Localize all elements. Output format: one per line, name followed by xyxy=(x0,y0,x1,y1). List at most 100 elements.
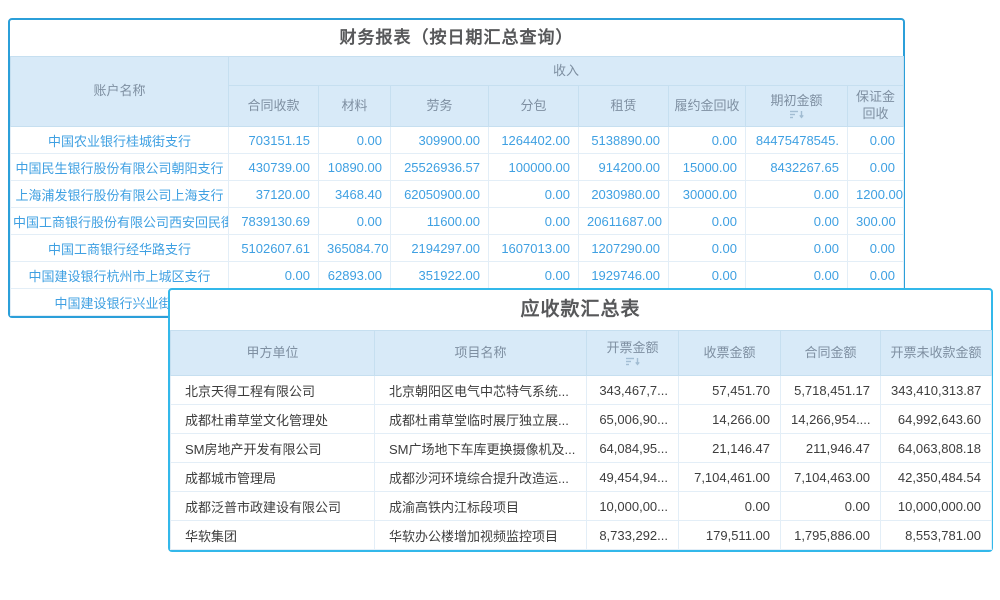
table-cell: 64,992,643.60 xyxy=(880,404,992,434)
table-cell: 84475478545. xyxy=(745,126,848,154)
table-cell: 0.00 xyxy=(846,234,905,262)
column-header-project-name: 项目名称 xyxy=(374,330,587,376)
table-cell: 2194297.00 xyxy=(390,234,489,262)
table-row: 成都城市管理局 成都沙河环境综合提升改造运... 49,454,94... 7,… xyxy=(170,462,992,492)
table-cell: 3468.40 xyxy=(318,180,391,208)
header-sub-row: 合同收款 材料 劳务 分包 租赁 履约金回收 期初金额 xyxy=(11,85,905,127)
account-name-cell: 中国农业银行桂城街支行 xyxy=(10,126,229,154)
project-name-cell: 华软办公楼增加视频监控项目 xyxy=(374,520,587,550)
table-cell: 0.00 xyxy=(668,207,746,235)
table-cell: 914200.00 xyxy=(578,153,669,181)
table-cell: 5102607.61 xyxy=(228,234,319,262)
column-header-performance-bond-recovery: 履约金回收 xyxy=(668,85,746,127)
table-cell: 0.00 xyxy=(228,261,319,289)
party-unit-cell: 成都杜甫草堂文化管理处 xyxy=(170,404,375,434)
table-cell: 0.00 xyxy=(780,491,881,521)
table-row: 华软集团 华软办公楼增加视频监控项目 8,733,292... 179,511.… xyxy=(170,520,992,550)
table-row: 中国工商银行经华路支行 5102607.61 365084.70 2194297… xyxy=(10,234,905,262)
table-cell: 0.00 xyxy=(745,234,848,262)
financial-report-panel: 财务报表（按日期汇总查询） 账户名称 收入 合同收款 材料 劳务 分包 租赁 履… xyxy=(8,18,905,318)
column-header-invoiced-unpaid-amount: 开票未收款金额 xyxy=(880,330,992,376)
table-cell: 10,000,000.00 xyxy=(880,491,992,521)
project-name-cell: 北京朝阳区电气中芯特气系统... xyxy=(374,375,587,405)
table-cell: 57,451.70 xyxy=(678,375,781,405)
table-cell: 11600.00 xyxy=(390,207,489,235)
column-header-contract-collection: 合同收款 xyxy=(228,85,319,127)
table-cell: 62893.00 xyxy=(318,261,391,289)
table-cell: 5,718,451.17 xyxy=(780,375,881,405)
table-cell: 25526936.57 xyxy=(390,153,489,181)
column-header-opening-amount-label: 期初金额 xyxy=(770,92,823,108)
column-header-subcontract: 分包 xyxy=(488,85,579,127)
table-cell: 1264402.00 xyxy=(488,126,579,154)
sort-icon[interactable] xyxy=(789,110,805,119)
table-cell: 5138890.00 xyxy=(578,126,669,154)
table-cell: 0.00 xyxy=(668,234,746,262)
account-name-cell: 中国工商银行股份有限公司西安回民街支 xyxy=(10,207,229,235)
table-row: 中国工商银行股份有限公司西安回民街支 7839130.69 0.00 11600… xyxy=(10,207,905,235)
table-cell: 0.00 xyxy=(745,207,848,235)
table-cell: 0.00 xyxy=(488,207,579,235)
account-name-cell: 中国建设银行杭州市上城区支行 xyxy=(10,261,229,289)
table-row: 上海浦发银行股份有限公司上海支行 37120.00 3468.40 620509… xyxy=(10,180,905,208)
table-row: 中国农业银行桂城街支行 703151.15 0.00 309900.00 126… xyxy=(10,126,905,154)
table-cell: 0.00 xyxy=(488,261,579,289)
table-cell: 0.00 xyxy=(318,126,391,154)
account-name-cell: 上海浦发银行股份有限公司上海支行 xyxy=(10,180,229,208)
column-header-labor: 劳务 xyxy=(390,85,489,127)
project-name-cell: 成都沙河环境综合提升改造运... xyxy=(374,462,587,492)
column-header-invoiced-amount-label: 开票金额 xyxy=(606,339,659,355)
project-name-cell: 成都杜甫草堂临时展厅独立展... xyxy=(374,404,587,434)
table-row: 成都泛普市政建设有限公司 成渝高铁内江标段项目 10,000,00... 0.0… xyxy=(170,491,992,521)
table-cell: 62050900.00 xyxy=(390,180,489,208)
account-name-cell: 中国工商银行经华路支行 xyxy=(10,234,229,262)
table-cell: 179,511.00 xyxy=(678,520,781,550)
table-cell: 14,266,954.... xyxy=(780,404,881,434)
table-cell: 30000.00 xyxy=(668,180,746,208)
table-cell: 20611687.00 xyxy=(578,207,669,235)
party-unit-cell: SM房地产开发有限公司 xyxy=(170,433,375,463)
receivables-summary-title: 应收款汇总表 xyxy=(520,299,641,320)
table-cell: 309900.00 xyxy=(390,126,489,154)
table-cell: 0.00 xyxy=(846,261,905,289)
table-cell: 0.00 xyxy=(745,180,848,208)
table-row: SM房地产开发有限公司 SM广场地下车库更换摄像机及... 64,084,95.… xyxy=(170,433,992,463)
column-header-invoiced-amount[interactable]: 开票金额 xyxy=(586,330,679,376)
table-cell: 0.00 xyxy=(488,180,579,208)
table-cell: 1200.00 xyxy=(846,180,905,208)
table-cell: 7,104,461.00 xyxy=(678,462,781,492)
table-cell: 0.00 xyxy=(745,261,848,289)
table-row: 北京天得工程有限公司 北京朝阳区电气中芯特气系统... 343,467,7...… xyxy=(170,375,992,405)
table-cell: 14,266.00 xyxy=(678,404,781,434)
table-cell: 300.00 xyxy=(846,207,905,235)
party-unit-cell: 北京天得工程有限公司 xyxy=(170,375,375,405)
table-cell: 1929746.00 xyxy=(578,261,669,289)
table-cell: 351922.00 xyxy=(390,261,489,289)
table-cell: 7839130.69 xyxy=(228,207,319,235)
receivables-summary-table: 甲方单位 项目名称 开票金额 xyxy=(170,330,992,550)
table-row: 中国建设银行杭州市上城区支行 0.00 62893.00 351922.00 0… xyxy=(10,261,905,289)
table-cell: 343,467,7... xyxy=(586,375,679,405)
table-cell: 42,350,484.54 xyxy=(880,462,992,492)
table-cell: 64,063,808.18 xyxy=(880,433,992,463)
header-group-row: 账户名称 收入 xyxy=(10,56,905,127)
table-cell: 10,000,00... xyxy=(586,491,679,521)
column-header-material: 材料 xyxy=(318,85,391,127)
table-cell: 0.00 xyxy=(846,153,905,181)
column-header-account-name: 账户名称 xyxy=(10,56,229,127)
sort-icon[interactable] xyxy=(625,357,641,366)
table-row: 成都杜甫草堂文化管理处 成都杜甫草堂临时展厅独立展... 65,006,90..… xyxy=(170,404,992,434)
table-cell: 343,410,313.87 xyxy=(880,375,992,405)
column-header-opening-amount[interactable]: 期初金额 xyxy=(745,85,848,127)
table-cell: 21,146.47 xyxy=(678,433,781,463)
column-header-deposit-recovery: 保证金回收 xyxy=(846,85,905,127)
table-cell: 1,795,886.00 xyxy=(780,520,881,550)
project-name-cell: 成渝高铁内江标段项目 xyxy=(374,491,587,521)
table-cell: 8,553,781.00 xyxy=(880,520,992,550)
table-cell: 10890.00 xyxy=(318,153,391,181)
table-cell: 211,946.47 xyxy=(780,433,881,463)
table-cell: 365084.70 xyxy=(318,234,391,262)
financial-report-table: 账户名称 收入 合同收款 材料 劳务 分包 租赁 履约金回收 期初金额 xyxy=(10,56,905,316)
table-cell: 8432267.65 xyxy=(745,153,848,181)
income-group-header: 收入 xyxy=(227,56,905,86)
